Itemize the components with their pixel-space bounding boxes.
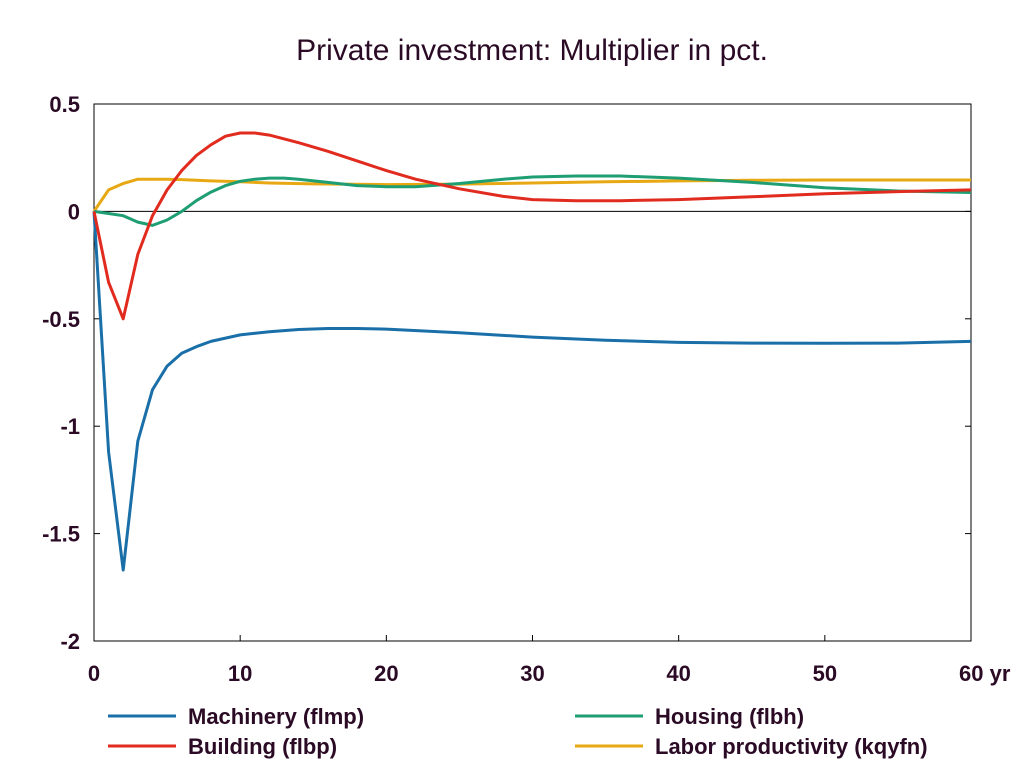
x-tick-label: 0 bbox=[88, 661, 100, 686]
series-lines bbox=[92, 131, 972, 572]
legend-label-machinery-flmp: Machinery (flmp) bbox=[188, 704, 364, 729]
y-tick-label: 0 bbox=[68, 199, 80, 224]
chart-legend: Machinery (flmp) Housing (flbh) Building (… bbox=[108, 704, 928, 759]
x-tick-label: 10 bbox=[228, 661, 252, 686]
y-tick-label: -1.5 bbox=[42, 522, 80, 547]
series-line-housing-flbh bbox=[93, 174, 972, 227]
series-line-building-flbp bbox=[92, 131, 972, 321]
legend-label-housing-flbh: Housing (flbh) bbox=[655, 704, 804, 729]
x-tick-label: 20 bbox=[374, 661, 398, 686]
x-tick-label: 40 bbox=[666, 661, 690, 686]
chart-title: Private investment: Multiplier in pct. bbox=[296, 34, 768, 67]
y-tick-label: 0.5 bbox=[49, 92, 80, 117]
y-tick-label: -2 bbox=[60, 629, 80, 654]
y-tick-label: -0.5 bbox=[42, 307, 80, 332]
legend-label-labor-productivity-kqyfn: Labor productivity (kqyfn) bbox=[655, 734, 928, 759]
x-tick-label: 30 bbox=[520, 661, 544, 686]
y-tick-label: -1 bbox=[60, 414, 80, 439]
chart-axes: 0.5 0 -0.5 -1 -1.5 -2 0 10 20 30 40 50 60 yr bbox=[42, 92, 1011, 686]
x-tick-label: 60 yr bbox=[959, 661, 1011, 686]
series-line-machinery-flmp bbox=[92, 211, 972, 572]
x-tick-label: 50 bbox=[813, 661, 837, 686]
legend-label-building-flbp: Building (flbp) bbox=[188, 734, 337, 759]
